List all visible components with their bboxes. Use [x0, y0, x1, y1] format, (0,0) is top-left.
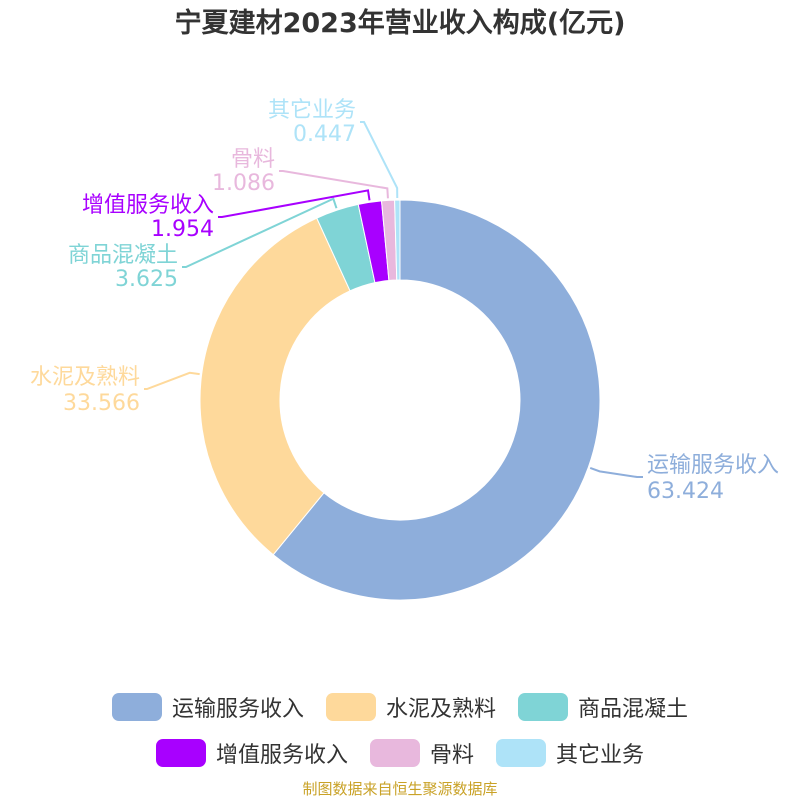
- legend-swatch-value-added: [155, 739, 206, 767]
- slice-value-aggregate: 1.086: [212, 171, 275, 196]
- source-note: 制图数据来自恒生聚源数据库: [302, 780, 498, 798]
- legend-item-transport[interactable]: 运输服务收入: [111, 691, 304, 723]
- legend-row-1: 运输服务收入 水泥及熟料 商品混凝土: [0, 684, 800, 730]
- legend-item-value-added[interactable]: 增值服务收入: [155, 737, 348, 769]
- legend-swatch-other: [496, 739, 546, 767]
- legend-item-cement[interactable]: 水泥及熟料: [325, 691, 496, 723]
- chart-legend: 运输服务收入 水泥及熟料 商品混凝土 增值服务收入 骨料 其它业务: [0, 684, 800, 776]
- legend-item-concrete[interactable]: 商品混凝土: [518, 691, 688, 723]
- leader-line-cement: [144, 371, 200, 390]
- leader-line-transport: [589, 467, 643, 478]
- legend-label-transport: 运输服务收入: [171, 697, 304, 722]
- donut-slice-cement[interactable]: [199, 217, 351, 556]
- slice-value-cement: 33.566: [63, 391, 140, 416]
- donut-slice-other[interactable]: [394, 199, 401, 281]
- legend-label-cement: 水泥及熟料: [385, 697, 496, 722]
- leader-line-other: [360, 121, 399, 199]
- slice-label-value-added: 增值服务收入: [82, 193, 214, 218]
- slice-value-other: 0.447: [293, 122, 356, 147]
- leader-line-aggregate: [279, 170, 389, 199]
- legend-label-aggregate: 骨料: [429, 743, 474, 768]
- slice-label-aggregate: 骨料: [231, 147, 275, 172]
- donut-slice-transport[interactable]: [272, 199, 601, 601]
- slice-value-concrete: 3.625: [115, 267, 178, 292]
- legend-item-other[interactable]: 其它业务: [496, 737, 644, 769]
- legend-swatch-cement: [325, 693, 376, 721]
- leader-line-concrete: [182, 197, 338, 268]
- legend-swatch-transport: [111, 693, 162, 721]
- legend-row-2: 增值服务收入 骨料 其它业务: [0, 730, 800, 776]
- slice-value-transport: 63.424: [647, 479, 724, 504]
- leader-line-value-added: [218, 189, 371, 218]
- legend-label-other: 其它业务: [556, 743, 645, 768]
- slice-label-concrete: 商品混凝土: [68, 243, 178, 268]
- slice-label-other: 其它业务: [268, 98, 356, 123]
- legend-item-aggregate[interactable]: 骨料: [369, 737, 474, 769]
- legend-label-concrete: 商品混凝土: [578, 697, 689, 722]
- slice-label-cement: 水泥及熟料: [30, 365, 140, 390]
- legend-label-value-added: 增值服务收入: [215, 743, 348, 768]
- legend-swatch-concrete: [518, 693, 568, 721]
- legend-swatch-aggregate: [369, 739, 420, 767]
- slice-label-transport: 运输服务收入: [647, 453, 779, 478]
- slice-value-value-added: 1.954: [151, 217, 214, 242]
- chart-title: 宁夏建材2023年营业收入构成(亿元): [174, 8, 626, 39]
